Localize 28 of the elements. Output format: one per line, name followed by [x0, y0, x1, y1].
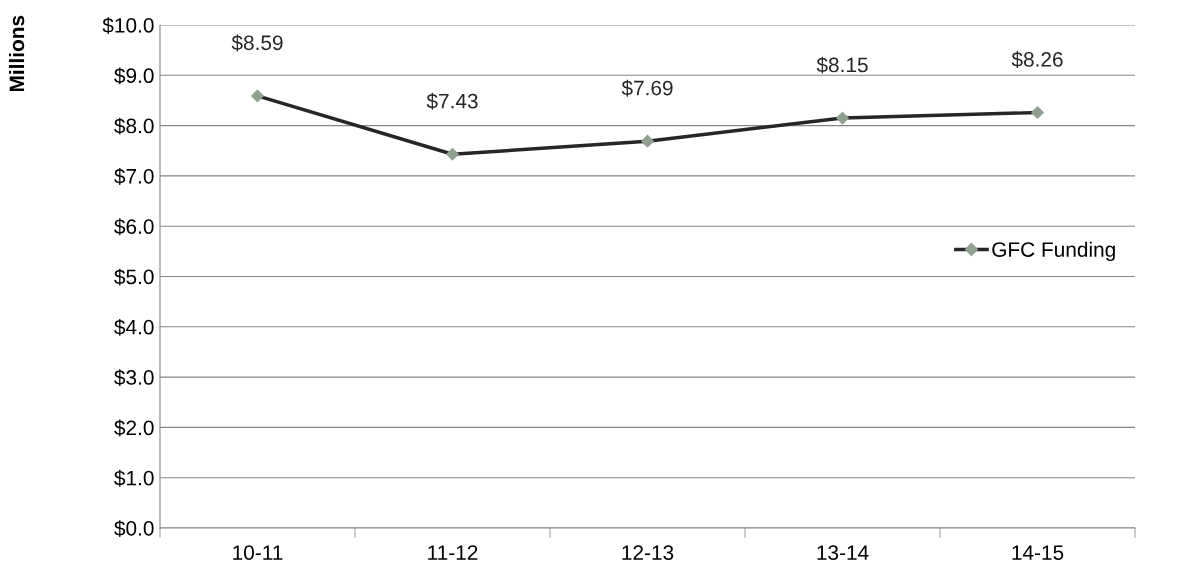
x-tick-label: 11-12 — [428, 545, 478, 560]
data-label: $7.43 — [426, 92, 478, 110]
x-tick-label: 13-14 — [817, 545, 869, 560]
y-tick-label: $1.0 — [114, 469, 154, 487]
data-label: $8.15 — [816, 56, 868, 74]
x-tick-label: 14-15 — [1012, 545, 1064, 560]
data-label: $7.69 — [621, 79, 673, 97]
point — [1030, 105, 1045, 120]
y-axis-title: Millions — [8, 15, 25, 92]
y-tick-label: $8.0 — [114, 117, 154, 135]
y-tick-label: $0.0 — [114, 520, 154, 537]
data-label: $8.59 — [231, 34, 283, 52]
y-tick-label: $6.0 — [114, 218, 154, 236]
y-tick-label: $7.0 — [114, 168, 154, 185]
y-tick-label: $4.0 — [114, 318, 154, 336]
y-tick-label: $2.0 — [114, 419, 154, 437]
point — [640, 134, 655, 148]
point — [835, 111, 850, 125]
point — [445, 147, 460, 161]
data-label: $8.26 — [1011, 51, 1063, 68]
point — [250, 89, 265, 103]
x-tick-label: 10-11 — [233, 545, 283, 560]
y-tick-label: $10.0 — [102, 17, 154, 34]
y-tick-label: $9.0 — [114, 67, 154, 85]
legend-label: GFC Funding — [992, 241, 1115, 262]
y-tick-label: $5.0 — [114, 268, 154, 286]
y-tick-label: $3.0 — [114, 369, 154, 387]
x-tick-label: 12-13 — [622, 545, 674, 560]
